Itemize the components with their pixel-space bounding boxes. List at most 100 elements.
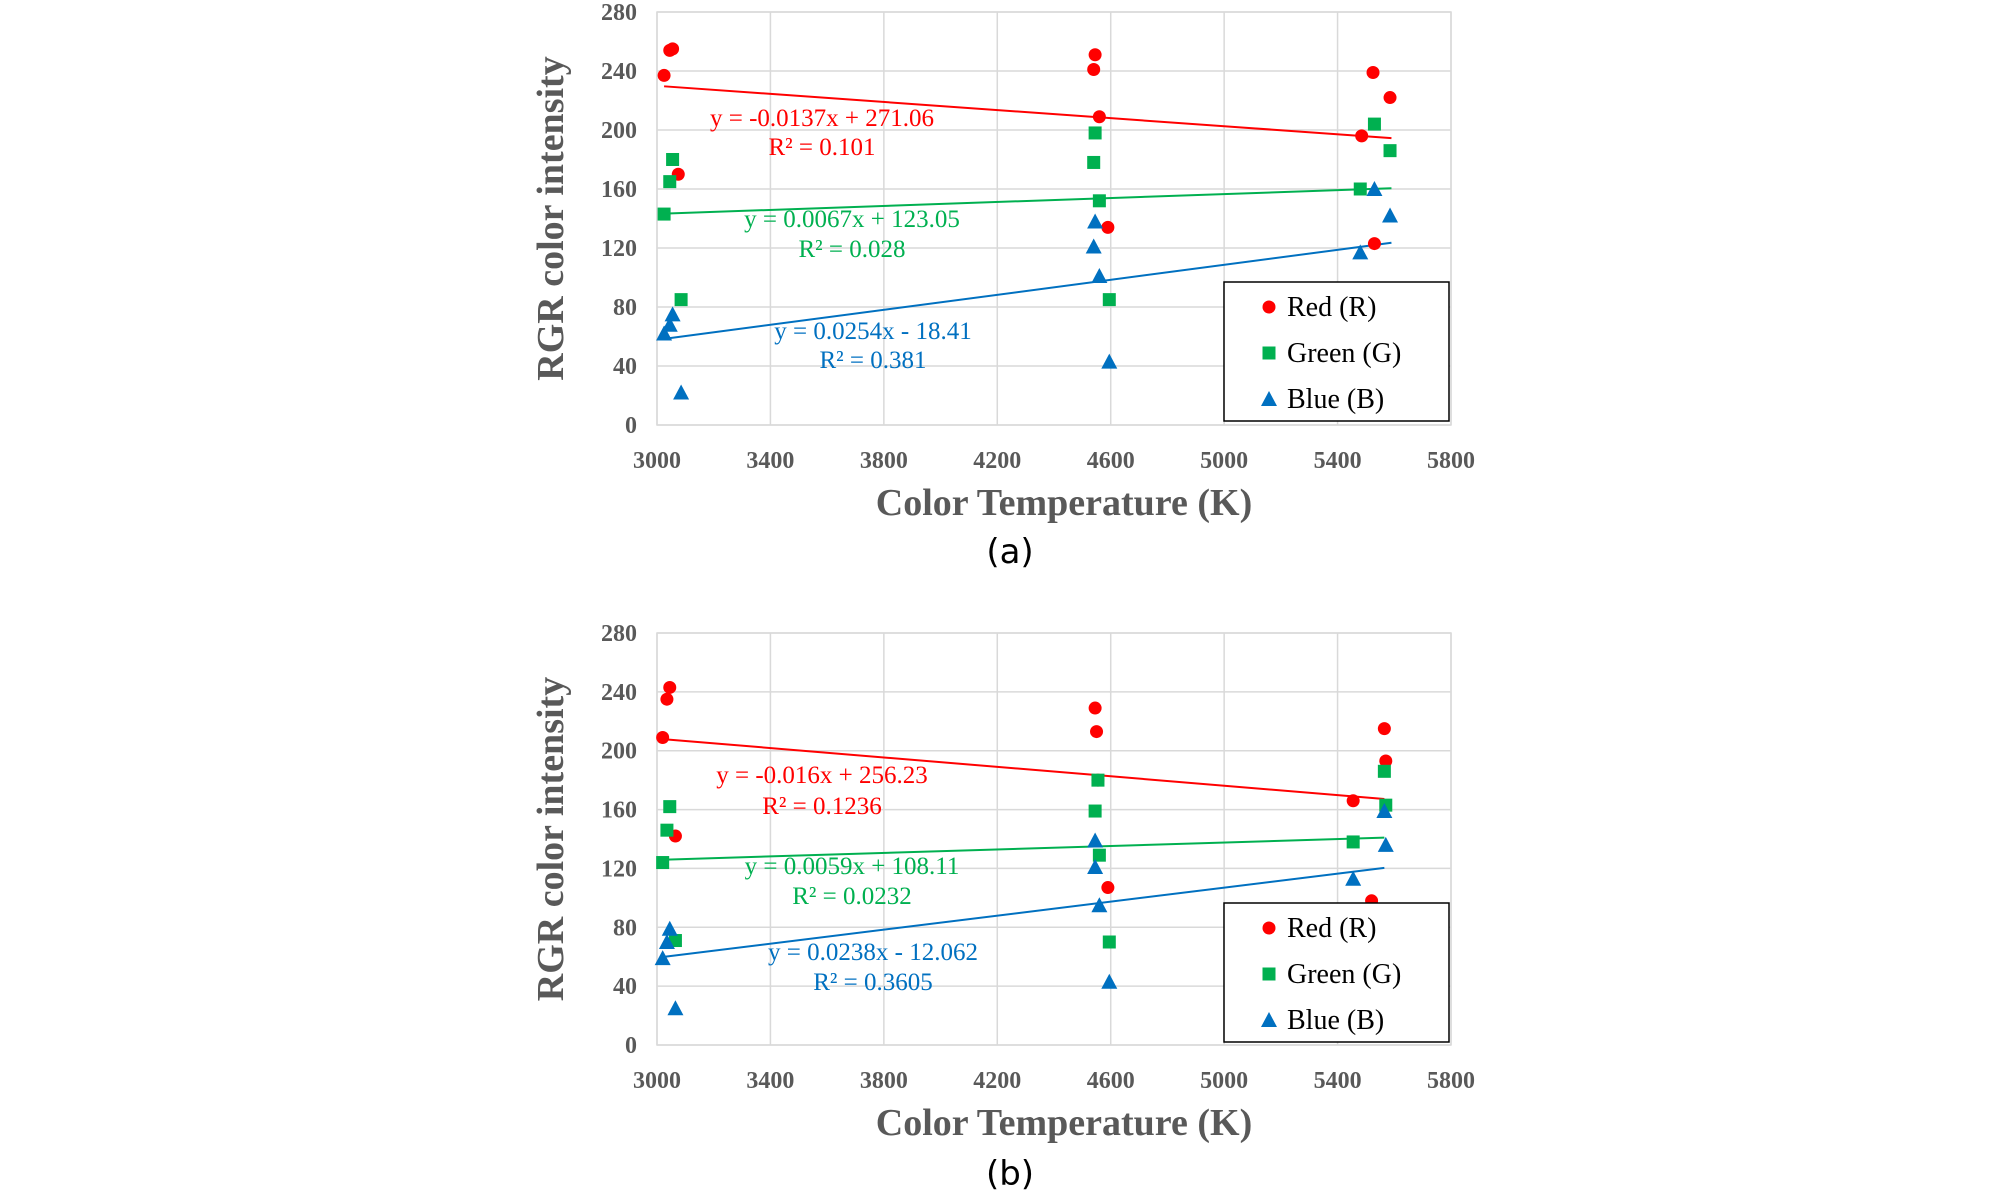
data-point-green [657, 207, 671, 221]
data-point-red [1101, 220, 1115, 234]
y-tick-label: 0 [625, 1033, 637, 1059]
data-point-green [1102, 293, 1116, 307]
y-tick-label: 200 [601, 118, 637, 144]
data-point-blue [1345, 870, 1362, 886]
y-tick-label: 160 [601, 798, 637, 824]
r2-label-red: R² = 0.101 [768, 134, 875, 161]
trendline-red [664, 85, 1392, 140]
y-axis-title: RGR color intensity [530, 56, 572, 380]
x-tick-label: 5800 [1427, 448, 1475, 474]
x-tick-label: 4600 [1087, 1068, 1135, 1094]
y-tick-label: 80 [613, 295, 637, 321]
data-point-blue [654, 950, 671, 966]
x-tick-label: 4200 [973, 448, 1021, 474]
data-point-green [663, 175, 677, 189]
data-point-blue [1091, 897, 1108, 913]
y-axis-title: RGR color intensity [530, 677, 572, 1001]
data-point-red [666, 42, 680, 56]
x-tick-label: 3800 [860, 448, 908, 474]
data-point-red [1088, 48, 1102, 62]
panel-label: (a) [986, 532, 1033, 572]
panel-label: (b) [986, 1154, 1034, 1194]
x-tick-label: 3800 [860, 1068, 908, 1094]
x-tick-label: 3000 [633, 448, 681, 474]
data-point-blue [1376, 803, 1393, 819]
legend-label-green: Green (G) [1287, 338, 1401, 369]
data-point-blue [1087, 213, 1104, 229]
data-point-green [1092, 194, 1106, 208]
y-tick-label: 80 [613, 915, 637, 941]
data-point-red [1379, 754, 1393, 768]
data-point-green [1091, 773, 1105, 787]
data-point-red [1101, 881, 1115, 895]
y-tick-label: 280 [601, 0, 637, 26]
data-point-red [1088, 701, 1102, 715]
y-tick-label: 160 [601, 177, 637, 203]
legend-marker-blue [1261, 1012, 1277, 1027]
r2-label-green: R² = 0.0232 [792, 883, 912, 910]
data-point-green [1088, 126, 1102, 140]
y-tick-label: 40 [613, 354, 637, 380]
data-point-red [1090, 725, 1104, 739]
legend-label-green: Green (G) [1287, 959, 1401, 990]
data-point-red [1366, 65, 1380, 79]
legend-label-red: Red (R) [1287, 913, 1376, 944]
data-point-blue [1101, 353, 1118, 369]
data-point-red [1383, 91, 1397, 105]
y-tick-label: 40 [613, 974, 637, 1000]
y-tick-label: 200 [601, 739, 637, 765]
data-point-blue [1091, 268, 1108, 284]
data-point-blue [1352, 244, 1369, 260]
r2-label-blue: R² = 0.3605 [813, 969, 933, 996]
data-point-green [1092, 848, 1106, 862]
y-tick-label: 240 [601, 59, 637, 85]
trendline-blue [663, 241, 1392, 340]
trendline-green [664, 187, 1392, 215]
data-point-red [1087, 63, 1101, 77]
data-point-blue [661, 920, 678, 936]
data-point-red [1355, 129, 1369, 143]
x-tick-label: 3400 [746, 1068, 794, 1094]
data-point-blue [667, 1000, 684, 1016]
legend-marker-red [1262, 921, 1276, 935]
data-point-blue [673, 384, 690, 400]
legend-marker-green [1262, 346, 1276, 360]
data-point-blue [656, 325, 673, 341]
equation-label-red: y = -0.0137x + 271.06 [710, 105, 934, 132]
data-point-green [1353, 182, 1367, 196]
data-point-green [663, 800, 677, 814]
data-point-blue [1366, 181, 1383, 196]
data-point-blue [1085, 238, 1102, 254]
legend-marker-blue [1261, 391, 1277, 406]
x-tick-label: 5000 [1200, 1068, 1248, 1094]
data-point-red [1346, 794, 1360, 808]
trendline-red [662, 738, 1385, 800]
y-tick-label: 240 [601, 680, 637, 706]
legend-box [1223, 902, 1450, 1043]
legend: Red (R) Green (G) Blue (B) [1223, 281, 1450, 422]
data-point-blue [661, 316, 678, 332]
data-point-red [1367, 237, 1381, 251]
data-point-blue [1087, 858, 1104, 874]
equation-label-green: y = 0.0059x + 108.11 [745, 853, 960, 880]
data-point-red [1092, 110, 1106, 124]
legend-marker-green [1262, 967, 1276, 981]
x-tick-label: 4600 [1087, 448, 1135, 474]
data-point-green [1367, 117, 1381, 131]
legend-label-red: Red (R) [1287, 292, 1376, 323]
r2-label-green: R² = 0.028 [798, 236, 905, 263]
data-point-green [660, 823, 674, 837]
x-tick-label: 5400 [1314, 1068, 1362, 1094]
data-point-green [656, 856, 670, 870]
data-point-red [663, 680, 677, 694]
x-tick-label: 5800 [1427, 1068, 1475, 1094]
legend-label-blue: Blue (B) [1287, 384, 1384, 415]
chart-2: 0 40 80 120 160 200 240 280 3000 3400 3800 4200 4600… [530, 621, 1475, 1194]
y-tick-label: 120 [601, 856, 637, 882]
data-point-blue [1101, 973, 1118, 989]
x-axis-title: Color Temperature (K) [876, 1102, 1252, 1144]
data-point-green [668, 934, 682, 948]
equation-label-red: y = -0.016x + 256.23 [716, 762, 928, 789]
equation-label-green: y = 0.0067x + 123.05 [744, 206, 960, 233]
data-point-green [1087, 155, 1101, 169]
